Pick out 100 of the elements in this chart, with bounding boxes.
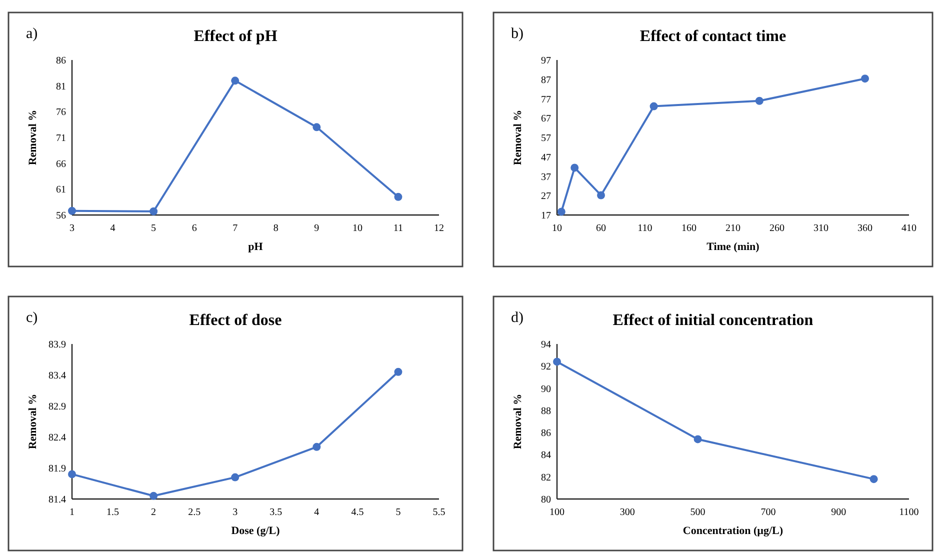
x-tick-label: 8 <box>273 223 278 234</box>
y-tick-label: 27 <box>541 191 551 202</box>
text: a) <box>26 26 38 42</box>
x-axis-title: Dose (g/L) <box>231 525 280 537</box>
y-axis-title: Removal % <box>512 394 524 450</box>
y-tick-label: 67 <box>541 114 551 125</box>
y-tick-label: 94 <box>541 340 551 350</box>
x-tick-label: 300 <box>620 507 635 518</box>
y-tick-label: 56 <box>56 210 66 222</box>
text: b) <box>511 26 524 42</box>
x-tick-label: 360 <box>858 223 872 234</box>
point <box>231 473 240 482</box>
y-tick-label: 82 <box>541 472 551 484</box>
x-tick-label: 10 <box>552 223 562 234</box>
y-tick-label: 57 <box>541 133 551 144</box>
point <box>861 74 869 83</box>
x-tick-label: 2 <box>151 507 156 518</box>
point <box>870 475 878 484</box>
x-tick-label: 11 <box>393 223 404 234</box>
x-tick-label: 3 <box>232 507 238 518</box>
y-tick-label: 86 <box>541 428 551 440</box>
y-tick-label: 81.9 <box>48 464 66 474</box>
x-tick-label: 310 <box>814 223 828 234</box>
y-tick-label: 76 <box>56 107 66 118</box>
y-tick-label: 82.4 <box>48 432 66 444</box>
point <box>694 435 702 444</box>
x-tick-label: 4 <box>314 507 320 518</box>
text: d) <box>511 310 524 326</box>
point <box>755 96 764 105</box>
point <box>553 358 561 366</box>
x-tick-label: 4.5 <box>351 507 364 518</box>
x-tick-label: 210 <box>726 223 740 234</box>
x-tick-label: 1 <box>70 507 74 518</box>
point <box>312 442 321 451</box>
point <box>231 76 240 85</box>
point <box>557 208 566 216</box>
x-tick-label: 1100 <box>899 507 919 518</box>
x-tick-label: 12 <box>434 223 444 234</box>
x-tick-label: 60 <box>596 223 606 234</box>
x-tick-label: 100 <box>550 507 564 518</box>
y-tick-label: 90 <box>541 384 551 395</box>
point <box>68 470 76 478</box>
point <box>650 102 658 110</box>
point <box>150 492 158 500</box>
point <box>68 206 76 215</box>
x-tick-label: 410 <box>902 223 916 234</box>
y-tick-label: 81.4 <box>48 494 66 506</box>
x-tick-label: 7 <box>232 223 238 234</box>
y-tick-label: 47 <box>541 152 551 164</box>
x-tick-label: 5 <box>151 223 156 234</box>
x-tick-label: 260 <box>770 223 784 234</box>
x-tick-label: 110 <box>638 223 652 234</box>
x-axis-title: pH <box>248 241 264 253</box>
x-tick-label: 1.5 <box>106 507 120 518</box>
y-tick-label: 87 <box>541 74 551 86</box>
y-axis-title: Removal % <box>27 394 39 450</box>
chart-title: Effect of contact time <box>640 28 786 45</box>
point <box>394 368 402 376</box>
y-tick-label: 83.4 <box>48 370 66 382</box>
y-tick-label: 81 <box>56 81 66 92</box>
y-tick-label: 86 <box>56 56 66 66</box>
y-tick-label: 80 <box>541 494 551 506</box>
y-tick-label: 66 <box>56 158 66 170</box>
y-tick-label: 17 <box>541 210 551 222</box>
y-axis-title: Removal % <box>27 110 39 166</box>
x-tick-label: 900 <box>831 507 846 518</box>
y-tick-label: 37 <box>541 172 551 183</box>
y-tick-label: 83.9 <box>48 340 66 350</box>
x-tick-label: 5 <box>396 507 401 518</box>
y-tick-label: 92 <box>541 362 551 373</box>
x-tick-label: 2.5 <box>188 507 201 518</box>
y-tick-label: 84 <box>541 450 551 462</box>
y-tick-label: 97 <box>541 56 551 66</box>
y-tick-label: 82.9 <box>48 402 66 412</box>
y-tick-label: 77 <box>541 94 551 106</box>
x-axis-title: Concentration (µg/L) <box>682 525 784 537</box>
chart-title: Effect of dose <box>189 312 282 329</box>
point <box>597 191 605 200</box>
x-tick-label: 3 <box>70 223 74 234</box>
x-tick-label: 5.5 <box>432 507 446 518</box>
x-tick-label: 3.5 <box>270 507 282 518</box>
point <box>394 192 402 201</box>
x-tick-label: 9 <box>314 223 320 234</box>
y-tick-label: 71 <box>56 133 66 144</box>
point <box>312 123 321 132</box>
y-tick-label: 61 <box>56 184 66 196</box>
y-tick-label: 88 <box>541 406 551 417</box>
point <box>570 164 579 172</box>
y-axis-title: Removal % <box>512 110 524 166</box>
point <box>150 207 158 216</box>
chart-title: Effect of pH <box>194 28 278 45</box>
x-axis-title: Time (min) <box>706 241 760 253</box>
x-tick-label: 4 <box>110 223 116 234</box>
x-tick-label: 160 <box>682 223 696 234</box>
x-tick-label: 10 <box>352 223 362 234</box>
x-tick-label: 700 <box>760 507 776 518</box>
x-tick-label: 6 <box>192 223 197 234</box>
chart-title: Effect of initial concentration <box>612 312 814 329</box>
text: c) <box>26 310 38 326</box>
x-tick-label: 500 <box>690 507 706 518</box>
